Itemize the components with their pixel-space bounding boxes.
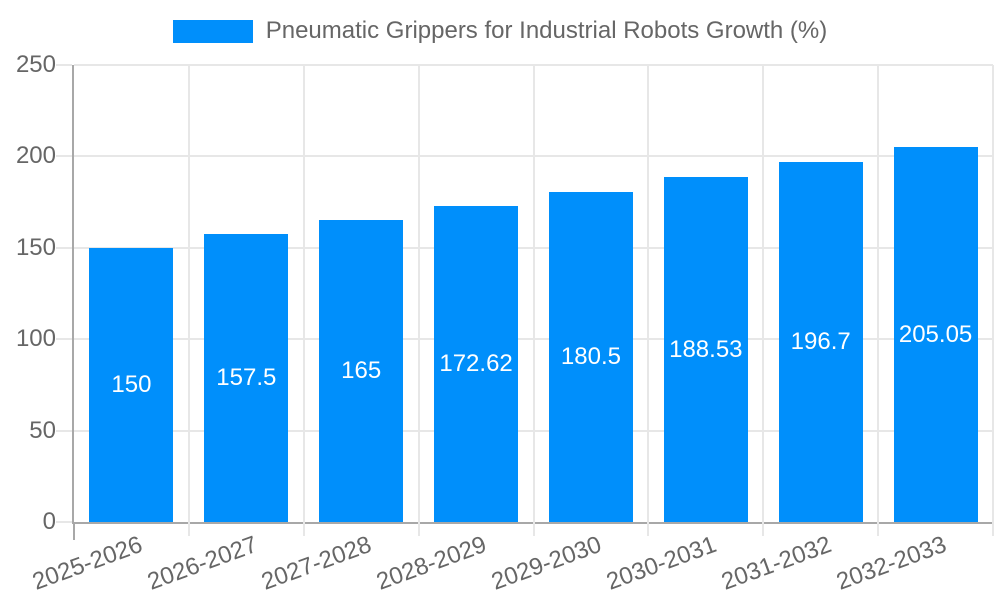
x-axis-label-2026-2027: 2026-2027	[143, 531, 261, 596]
bar-value-label: 165	[341, 357, 382, 384]
legend[interactable]: Pneumatic Grippers for Industrial Robots…	[0, 17, 1000, 45]
gridline-x-4	[532, 65, 535, 522]
bar-2026-2027[interactable]: 157.5	[204, 234, 289, 522]
gridline-x-2	[302, 65, 305, 522]
gridline-x-7	[877, 65, 880, 522]
x-axis-label-2031-2032: 2031-2032	[717, 531, 835, 596]
bar-2029-2030[interactable]: 180.5	[548, 192, 633, 522]
x-tick-5	[647, 522, 650, 536]
bar-value-label: 205.05	[898, 320, 973, 348]
bar-value-label: 196.7	[790, 328, 851, 355]
bar-value-label: 157.5	[216, 364, 277, 391]
x-axis-label-2029-2030: 2029-2030	[488, 531, 606, 596]
x-tick-7	[877, 522, 880, 536]
y-tick-150	[56, 246, 72, 249]
bar-2028-2029[interactable]: 172.62	[434, 206, 519, 522]
y-tick-0	[56, 521, 72, 523]
bar-value-label: 180.5	[560, 343, 621, 370]
x-tick-1	[187, 522, 190, 536]
bar-2027-2028[interactable]: 165	[319, 220, 404, 522]
y-tick-100	[56, 338, 72, 341]
bar-2031-2032[interactable]: 196.7	[778, 162, 863, 522]
plot-area: 150 157.5 165 172.62 180.5 188.53 196.7 205.05	[56, 64, 994, 540]
x-tick-0	[73, 522, 75, 540]
x-tick-6	[762, 522, 765, 536]
y-axis-label-0: 0	[42, 508, 56, 535]
bar-2025-2026[interactable]: 150	[89, 248, 174, 522]
y-axis-label-200: 200	[15, 142, 56, 170]
x-axis-label-2028-2029: 2028-2029	[373, 531, 491, 596]
y-axis-label-250: 250	[15, 51, 56, 78]
bar-value-label: 150	[111, 371, 152, 398]
y-tick-200	[56, 155, 72, 158]
x-tick-3	[417, 522, 420, 536]
bar-2030-2031[interactable]: 188.53	[663, 177, 748, 522]
y-axis-label-150: 150	[15, 233, 56, 261]
bar-value-label: 188.53	[669, 335, 743, 363]
x-axis-label-2032-2033: 2032-2033	[832, 531, 950, 596]
y-axis-label-100: 100	[15, 325, 56, 353]
bar-2032-2033[interactable]: 205.05	[893, 147, 978, 522]
x-tick-2	[302, 522, 305, 536]
x-axis-label-2030-2031: 2030-2031	[602, 531, 721, 596]
legend-label: Pneumatic Grippers for Industrial Robots…	[265, 17, 828, 44]
x-tick-8	[992, 522, 994, 536]
y-axis-label-50: 50	[29, 416, 56, 444]
y-tick-250	[56, 64, 72, 66]
x-tick-4	[532, 522, 535, 536]
gridline-x-3	[417, 65, 420, 522]
gridline-x-5	[647, 65, 650, 522]
y-tick-50	[56, 429, 72, 432]
legend-marker	[172, 19, 253, 43]
x-axis-label-2025-2026: 2025-2026	[28, 531, 146, 596]
bar-value-label: 172.62	[439, 350, 513, 377]
gridline-x-1	[187, 65, 190, 522]
gridline-x-6	[762, 65, 765, 522]
x-axis-label-2027-2028: 2027-2028	[258, 531, 376, 596]
gridline-x-8	[992, 65, 994, 522]
